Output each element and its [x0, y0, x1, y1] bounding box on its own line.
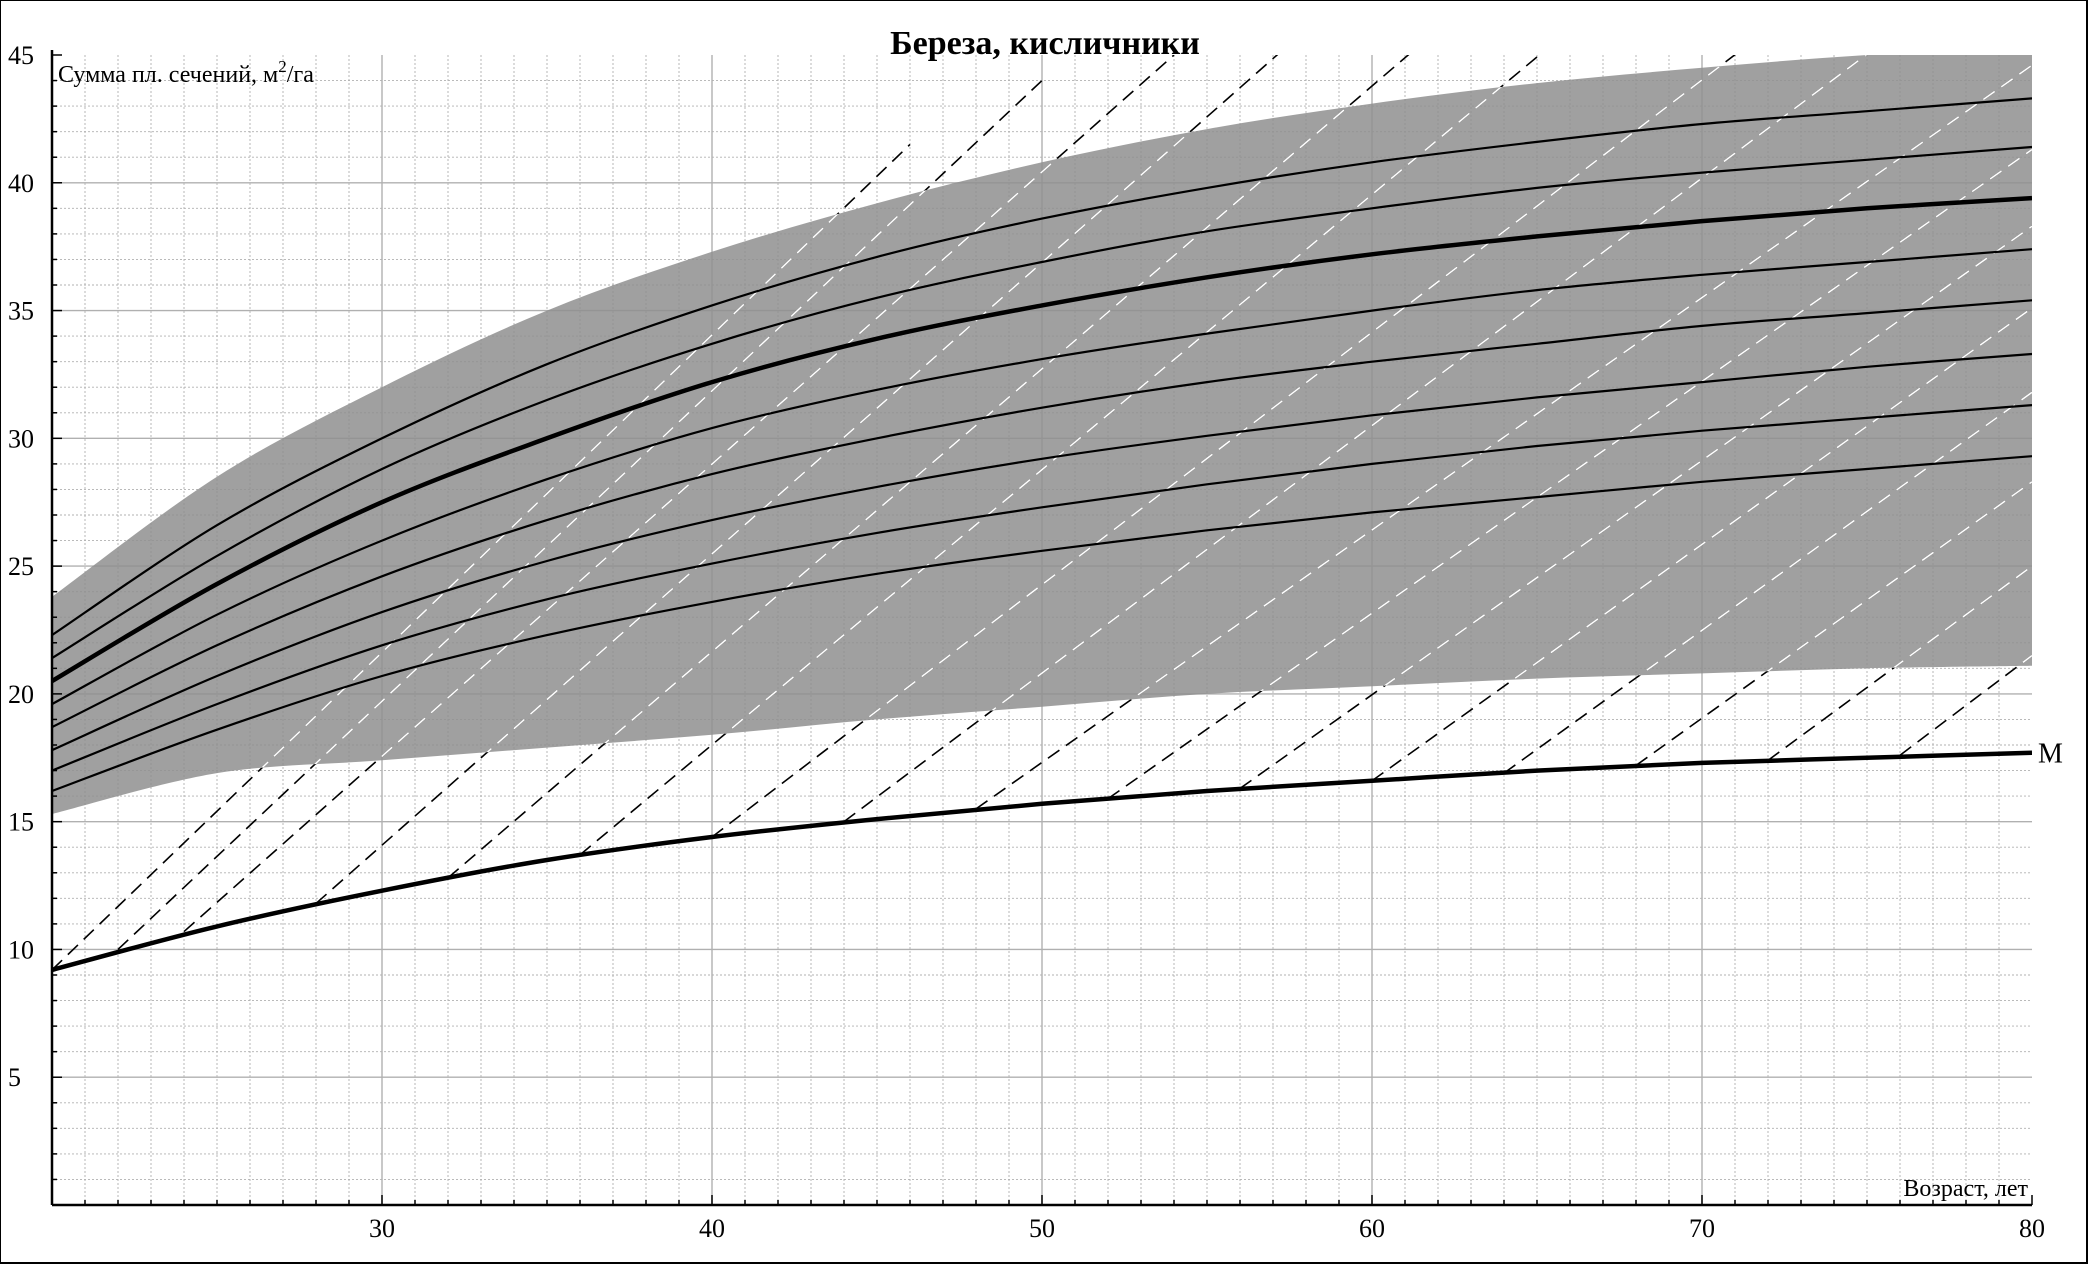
annotation-layer: М — [2038, 739, 2063, 770]
band-layer — [52, 55, 2032, 814]
y-tick-label-30: 30 — [8, 424, 34, 453]
dashed-line-band-4 — [447, 55, 1439, 815]
y-axis-title: Сумма пл. сечений, м2/га — [58, 57, 314, 88]
dashed-line-15 — [1899, 654, 2032, 756]
x-tick-label-70: 70 — [1689, 1214, 1715, 1243]
series-line-4 — [52, 299, 2032, 729]
y-tick-label-40: 40 — [8, 169, 34, 198]
dashed-line-band-9 — [1107, 148, 2032, 800]
x-tick-label-30: 30 — [369, 1214, 395, 1243]
series-layer — [52, 97, 2032, 973]
x-tick-label-60: 60 — [1359, 1214, 1385, 1243]
x-tick-label-50: 50 — [1029, 1214, 1055, 1243]
y-tick-label-15: 15 — [8, 808, 34, 837]
y-tick-label-35: 35 — [8, 297, 34, 326]
series-line-m — [52, 750, 2032, 973]
series-line-2 — [52, 145, 2032, 660]
x-axis-title: Возраст, лет — [1903, 1176, 2028, 1202]
dashed-line-band-7 — [843, 55, 1901, 815]
series-line-7 — [52, 455, 2032, 793]
y-tick-label-45: 45 — [8, 41, 34, 70]
dashed-line-band-13 — [1635, 481, 2032, 767]
y-tick-label-25: 25 — [8, 552, 34, 581]
dashed-line-band-8 — [975, 64, 2032, 810]
x-tick-label-40: 40 — [699, 1214, 725, 1243]
x-tick-label-80: 80 — [2019, 1214, 2045, 1243]
y-axis-title-prefix: Сумма пл. сечений, м — [58, 62, 278, 88]
series-line-0 — [52, 195, 2032, 684]
y-axis-title-sup: 2 — [278, 57, 287, 76]
y-tick-label-10: 10 — [8, 935, 34, 964]
series-line-3 — [52, 248, 2032, 706]
dashed-line-band-5 — [579, 55, 1571, 815]
series-line-5 — [52, 352, 2032, 752]
y-axis-title-suffix: /га — [287, 62, 315, 88]
series-line-6 — [52, 404, 2032, 772]
dashed-line-band-0 — [52, 143, 911, 815]
dashed-line-band-6 — [711, 55, 1769, 815]
y-tick-label-5: 5 — [8, 1063, 21, 1092]
ticks: 30 40 50 60 70 80 5 10 15 20 25 30 35 40 45 — [8, 41, 2045, 1243]
series-end-label-m: М — [2038, 739, 2063, 770]
shaded-band — [52, 55, 2032, 814]
dashed-layer — [52, 55, 2032, 971]
series-line-1 — [52, 97, 2032, 637]
chart-title: Береза, кисличники — [890, 25, 1200, 62]
y-tick-label-20: 20 — [8, 680, 34, 709]
